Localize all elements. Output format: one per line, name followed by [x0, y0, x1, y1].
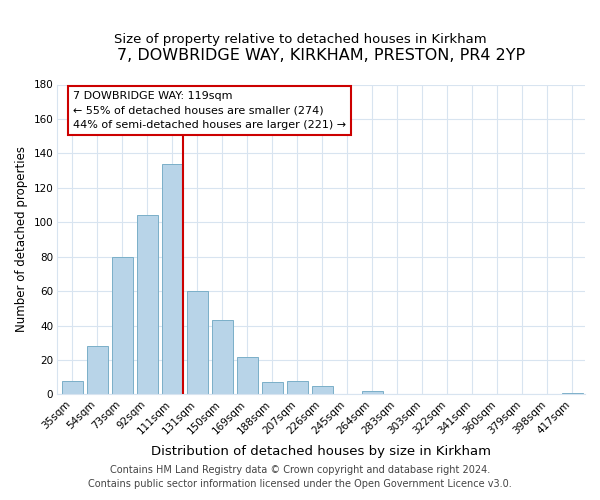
- Text: Contains HM Land Registry data © Crown copyright and database right 2024.
Contai: Contains HM Land Registry data © Crown c…: [88, 465, 512, 489]
- Title: 7, DOWBRIDGE WAY, KIRKHAM, PRESTON, PR4 2YP: 7, DOWBRIDGE WAY, KIRKHAM, PRESTON, PR4 …: [117, 48, 525, 62]
- Y-axis label: Number of detached properties: Number of detached properties: [15, 146, 28, 332]
- Bar: [87, 346, 108, 395]
- Bar: [237, 356, 258, 395]
- Bar: [262, 382, 283, 394]
- Bar: [287, 380, 308, 394]
- Bar: [362, 391, 383, 394]
- Bar: [212, 320, 233, 394]
- Text: 7 DOWBRIDGE WAY: 119sqm
← 55% of detached houses are smaller (274)
44% of semi-d: 7 DOWBRIDGE WAY: 119sqm ← 55% of detache…: [73, 92, 346, 130]
- Bar: [137, 216, 158, 394]
- Bar: [312, 386, 333, 394]
- Bar: [62, 380, 83, 394]
- Bar: [162, 164, 183, 394]
- Bar: [112, 256, 133, 394]
- Bar: [562, 392, 583, 394]
- X-axis label: Distribution of detached houses by size in Kirkham: Distribution of detached houses by size …: [151, 444, 491, 458]
- Text: Size of property relative to detached houses in Kirkham: Size of property relative to detached ho…: [113, 32, 487, 46]
- Bar: [187, 291, 208, 395]
